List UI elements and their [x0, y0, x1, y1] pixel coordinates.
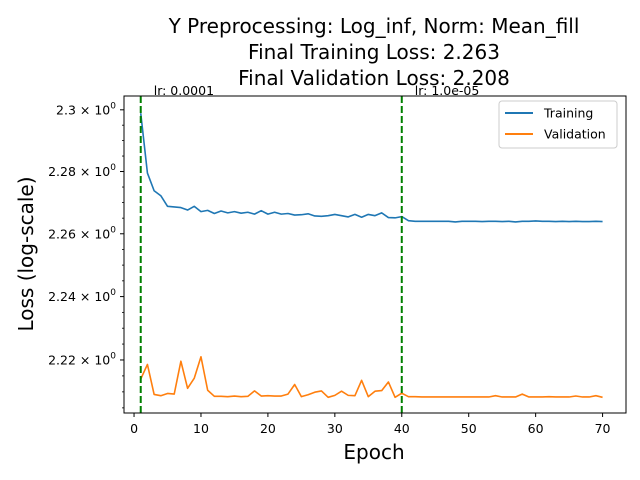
x-axis: 0 10 20 30 40 50 60 70 [130, 413, 611, 436]
chart-title: Y Preprocessing: Log_inf, Norm: Mean_fil… [168, 14, 580, 90]
title-line-3: Final Validation Loss: 2.208 [238, 66, 510, 90]
y-axis: 2.22 × 100 2.24 × 100 2.26 × 100 2.28 × 100… [48, 101, 124, 409]
legend-label-validation: Validation [544, 127, 606, 142]
x-tick-label: 40 [394, 421, 410, 436]
legend: Training Validation [498, 100, 618, 149]
series-line-training [139, 113, 603, 223]
lr-annotation-2: lr: 1.0e-05 [415, 83, 480, 98]
y-tick-label: 2.28 × 100 [48, 163, 116, 179]
plot-frame [123, 95, 627, 414]
x-tick-label: 30 [327, 421, 343, 436]
x-tick-label: 50 [461, 421, 477, 436]
title-line-2: Final Training Loss: 2.263 [248, 40, 500, 64]
y-tick-label: 2.26 × 100 [48, 225, 116, 241]
x-tick-label: 0 [130, 421, 138, 436]
x-tick-label: 60 [528, 421, 544, 436]
y-tick-label: 2.3 × 100 [56, 101, 116, 117]
lr-annotation-1: lr: 0.0001 [154, 83, 214, 98]
series-line-validation [140, 355, 603, 399]
y-tick-label: 2.22 × 100 [48, 351, 116, 367]
y-axis-label: Loss (log-scale) [14, 176, 38, 331]
x-tick-label: 20 [260, 421, 276, 436]
title-line-1: Y Preprocessing: Log_inf, Norm: Mean_fil… [168, 14, 580, 38]
x-axis-label: Epoch [343, 440, 404, 464]
plot-content: lr: 0.0001 lr: 1.0e-05 [139, 83, 603, 413]
x-tick-label: 70 [595, 421, 611, 436]
legend-label-training: Training [543, 106, 593, 121]
x-tick-label: 10 [193, 421, 209, 436]
y-tick-label: 2.24 × 100 [48, 288, 116, 304]
